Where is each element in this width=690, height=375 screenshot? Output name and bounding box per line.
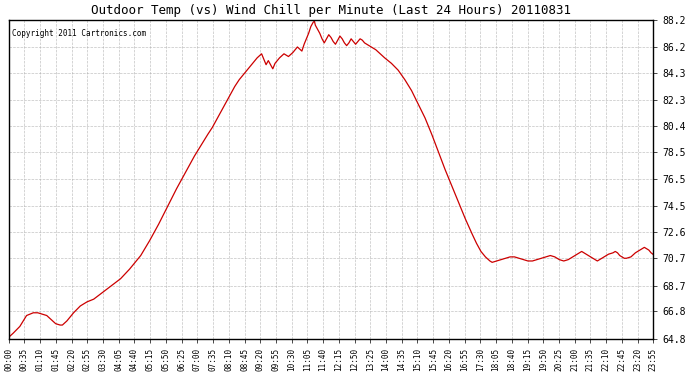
Text: Copyright 2011 Cartronics.com: Copyright 2011 Cartronics.com — [12, 29, 146, 38]
Title: Outdoor Temp (vs) Wind Chill per Minute (Last 24 Hours) 20110831: Outdoor Temp (vs) Wind Chill per Minute … — [91, 4, 571, 17]
